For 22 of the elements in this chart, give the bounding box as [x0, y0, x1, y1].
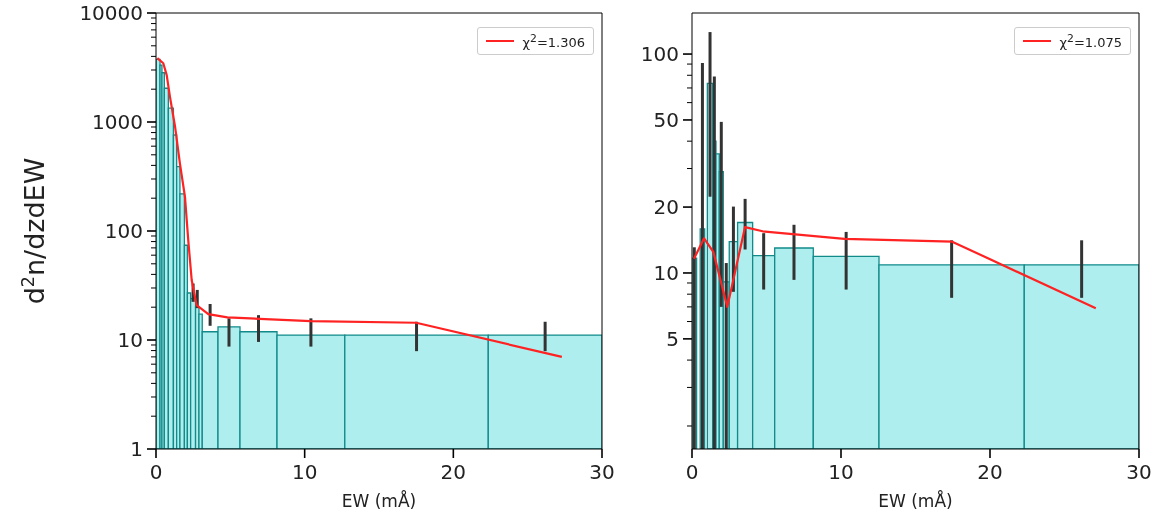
y-tick-label: 10 [117, 328, 143, 352]
x-tick-label: 0 [149, 460, 163, 484]
x-axis-title: EW (mÅ) [878, 490, 953, 511]
y-tick-label: 10 [653, 260, 679, 285]
y-tick-label: 1000 [92, 110, 143, 134]
y-tick-label: 100 [104, 219, 143, 243]
y-tick-label: 50 [653, 107, 679, 132]
y-tick-label: 1 [130, 437, 143, 461]
x-tick-label: 10 [828, 460, 854, 484]
y-tick-label: 5 [666, 326, 679, 351]
legend-label: χ$^{2}$=1.075 [1059, 32, 1122, 51]
x-tick-label: 20 [977, 460, 1003, 484]
x-tick-label: 20 [440, 460, 467, 484]
y-tick-label: 20 [653, 195, 679, 220]
x-axis-title: EW (mÅ) [341, 490, 417, 511]
x-tick-label: 30 [589, 460, 615, 484]
x-tick-label: 0 [685, 460, 699, 484]
y-tick-label: 100 [640, 42, 679, 67]
x-tick-label: 30 [1126, 460, 1152, 484]
legend-label: χ$^{2}$=1.306 [522, 32, 585, 51]
x-tick-label: 10 [291, 460, 318, 484]
y-tick-label: 10000 [79, 1, 143, 25]
